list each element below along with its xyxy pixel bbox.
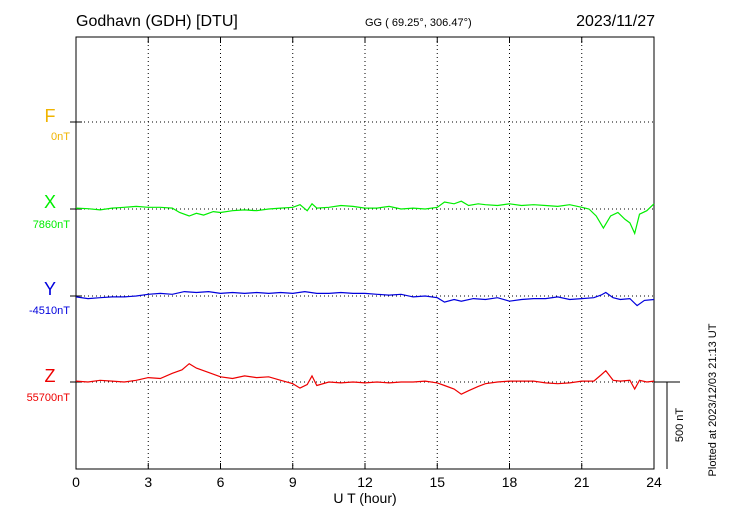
series-line-x <box>75 200 655 236</box>
component-label-y: Y <box>44 279 56 299</box>
component-label-x: X <box>44 192 56 212</box>
component-baseline-y: -4510nT <box>29 305 70 317</box>
component-baseline-f: 0nT <box>51 131 70 143</box>
x-tick-label: 9 <box>289 474 297 490</box>
scale-bar-label: 500 nT <box>674 408 686 443</box>
x-tick-label: 12 <box>357 474 373 490</box>
coordinates-label: GG ( 69.25°, 306.47°) <box>365 17 472 29</box>
x-axis-label: U T (hour) <box>333 490 396 506</box>
x-tick-label: 6 <box>217 474 225 490</box>
series-line-y <box>75 290 655 307</box>
component-label-z: Z <box>45 366 56 386</box>
series-line-z <box>75 362 655 395</box>
x-tick-label: 15 <box>429 474 445 490</box>
component-labels: F 0nT X 7860nT Y -4510nT Z 55700nT <box>27 106 71 404</box>
x-tick-label: 18 <box>502 474 518 490</box>
grid-lines <box>70 37 654 469</box>
component-baseline-z: 55700nT <box>27 392 71 404</box>
x-tick-label: 21 <box>574 474 590 490</box>
x-tick-label: 3 <box>144 474 152 490</box>
date-label: 2023/11/27 <box>576 13 655 30</box>
plotted-timestamp: Plotted at 2023/12/03 21:13 UT <box>707 323 719 476</box>
x-axis-ticks: 0 3 6 9 12 15 18 21 24 <box>72 37 662 490</box>
component-baseline-x: 7860nT <box>33 219 71 231</box>
component-label-f: F <box>45 106 56 126</box>
x-tick-label: 0 <box>72 474 80 490</box>
series-group <box>75 200 655 395</box>
station-title: Godhavn (GDH) [DTU] <box>76 13 238 30</box>
x-tick-label: 24 <box>646 474 662 490</box>
scale-bar: 500 nT <box>654 381 686 469</box>
